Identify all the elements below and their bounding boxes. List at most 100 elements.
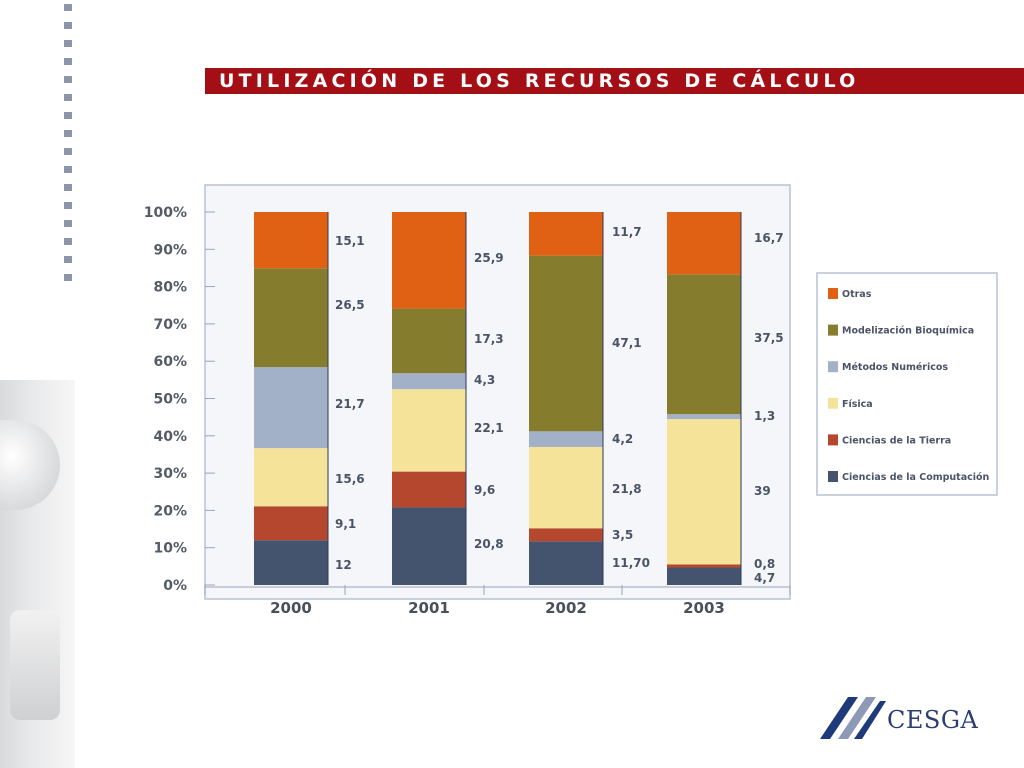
bar-segment	[254, 367, 328, 449]
legend-swatch	[828, 397, 838, 409]
legend-swatch	[828, 288, 838, 299]
cesga-logo-icon	[820, 697, 886, 739]
data-label: 3,5	[612, 528, 633, 542]
bar-segment	[667, 419, 741, 565]
bar-segment	[392, 212, 466, 309]
bar-segment	[529, 446, 603, 529]
decorative-dot	[64, 238, 72, 245]
bar-segment	[254, 448, 328, 507]
decorative-dot	[64, 256, 72, 263]
decorative-dot	[64, 94, 72, 101]
legend-label: Ciencias de la Tierra	[842, 435, 951, 446]
decorative-dot	[64, 112, 72, 119]
data-label: 15,6	[335, 472, 365, 486]
bar-segment	[529, 212, 603, 256]
bar-segment	[392, 389, 466, 472]
y-tick-label: 40%	[153, 429, 187, 445]
data-label: 4,2	[612, 432, 633, 446]
decorative-dot	[64, 76, 72, 83]
data-label: 21,7	[335, 397, 365, 411]
y-tick-label: 30%	[153, 466, 187, 482]
decorative-dot	[64, 166, 72, 173]
legend-swatch	[828, 361, 838, 373]
bar-segment	[392, 471, 466, 508]
legend-label: Métodos Numéricos	[842, 362, 948, 373]
data-label: 20,8	[474, 537, 504, 551]
data-label: 47,1	[612, 336, 642, 350]
bar-segment	[254, 540, 328, 585]
legend-swatch	[828, 324, 838, 336]
data-label: 0,8	[754, 557, 775, 571]
bar-segment	[392, 308, 466, 374]
decorative-dot	[64, 4, 72, 11]
decorative-dot	[64, 130, 72, 137]
y-tick-label: 10%	[153, 541, 187, 557]
x-tick-label: 2000	[270, 599, 312, 617]
data-label: 39	[754, 484, 771, 498]
x-tick-label: 2001	[408, 599, 450, 617]
decorative-shape	[10, 610, 60, 720]
bar-segment	[529, 541, 603, 585]
decorative-dot	[64, 40, 72, 47]
decorative-dot	[64, 220, 72, 227]
decorative-dot	[64, 148, 72, 155]
bar-segment	[392, 507, 466, 585]
y-tick-label: 90%	[153, 242, 187, 258]
bar-segment	[254, 506, 328, 541]
bar-segment	[529, 255, 603, 432]
side-decoration	[0, 380, 75, 768]
data-label: 9,1	[335, 517, 356, 531]
decorative-dot	[64, 274, 72, 281]
bar-segment	[667, 564, 741, 568]
bar-segment	[667, 567, 741, 585]
bar-segment	[529, 431, 603, 447]
decorative-dot	[64, 202, 72, 209]
y-tick-label: 60%	[153, 354, 187, 370]
data-label: 26,5	[335, 298, 365, 312]
decorative-dot	[64, 58, 72, 65]
data-label: 21,8	[612, 482, 642, 496]
y-tick-label: 20%	[153, 503, 187, 519]
bar-segment	[667, 274, 741, 415]
data-label: 22,1	[474, 421, 504, 435]
data-label: 37,5	[754, 331, 784, 345]
legend-swatch	[828, 434, 838, 446]
bar-segment	[254, 268, 328, 368]
logo-label: CESGA	[887, 706, 979, 734]
bar-segment	[667, 414, 741, 420]
data-label: 16,7	[754, 231, 784, 245]
x-tick-label: 2003	[683, 599, 725, 617]
title-bar: UTILIZACIÓN DE LOS RECURSOS DE CÁLCULO	[205, 68, 1024, 94]
legend-label: Ciencias de la Computación	[842, 472, 990, 483]
x-tick-label: 2002	[545, 599, 587, 617]
legend-box	[816, 272, 998, 496]
data-label: 1,3	[754, 409, 775, 423]
data-label: 17,3	[474, 332, 504, 346]
y-tick-label: 0%	[163, 578, 187, 594]
data-label: 25,9	[474, 251, 504, 265]
data-label: 11,70	[612, 556, 650, 570]
legend-swatch	[828, 471, 838, 482]
y-tick-label: 50%	[153, 392, 187, 408]
bar-segment	[667, 212, 741, 275]
legend-label: Modelización Bioquímica	[842, 326, 974, 337]
y-tick-label: 100%	[144, 205, 187, 221]
data-label: 15,1	[335, 234, 365, 248]
logo-text: CESGA	[887, 706, 978, 734]
slide-title: UTILIZACIÓN DE LOS RECURSOS DE CÁLCULO	[219, 70, 860, 92]
bar-segment	[392, 373, 466, 390]
bar-segment	[254, 212, 328, 269]
data-label: 4,3	[474, 373, 495, 387]
y-tick-label: 70%	[153, 317, 187, 333]
data-label: 4,7	[754, 571, 775, 585]
decorative-dot	[64, 184, 72, 191]
legend-label: Otras	[842, 289, 872, 300]
data-label: 11,7	[612, 225, 642, 239]
decorative-dot	[64, 22, 72, 29]
data-label: 12	[335, 558, 352, 572]
bar-segment	[529, 528, 603, 542]
legend-label: Física	[842, 399, 873, 410]
y-tick-label: 80%	[153, 280, 187, 296]
data-label: 9,6	[474, 483, 495, 497]
